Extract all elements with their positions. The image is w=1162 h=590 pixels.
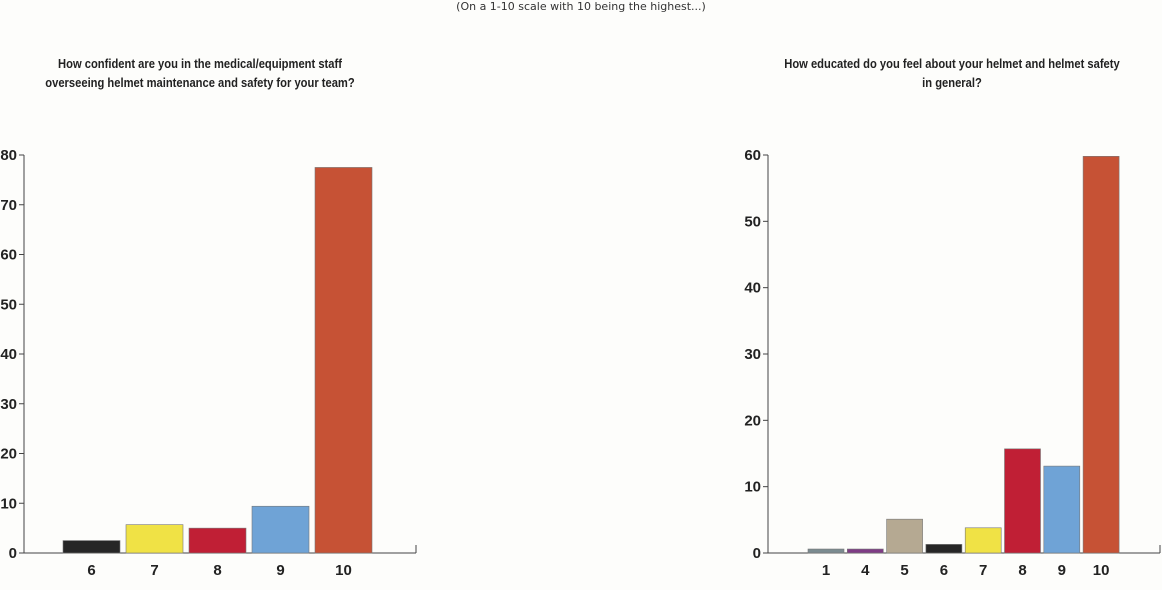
right-x-tick-label: 6 <box>940 562 948 579</box>
right-y-tick-label: 50 <box>744 213 761 230</box>
left-y-tick-label: 0 <box>9 545 17 562</box>
left-x-tick-label: 7 <box>150 562 158 579</box>
left-chart-title: How confident are you in the medical/equ… <box>45 56 355 90</box>
right-x-tick-label: 1 <box>822 562 830 579</box>
left-bar <box>62 540 121 554</box>
right-x-tick-label: 7 <box>979 562 987 579</box>
right-y-tick-label: 0 <box>753 545 761 562</box>
right-bar <box>964 527 1002 554</box>
right-bar <box>1004 448 1041 554</box>
chart-subtitle: (On a 1-10 scale with 10 being the highe… <box>456 0 706 13</box>
right-x-tick-label: 9 <box>1058 562 1066 579</box>
right-x-tick-label: 10 <box>1093 562 1110 579</box>
left-y-tick-label: 60 <box>0 247 17 264</box>
left-bar <box>188 527 247 554</box>
left-bar-chart: 0 10 20 30 40 50 60 70 80 6 7 8 9 10 <box>0 147 417 579</box>
right-bar <box>925 544 963 554</box>
right-y-tick-label: 20 <box>744 412 761 429</box>
right-x-tick-label: 5 <box>900 562 908 579</box>
right-x-tick-label: 8 <box>1018 562 1026 579</box>
right-y-tick-label: 60 <box>744 147 761 164</box>
right-y-tick-label: 40 <box>744 280 761 297</box>
left-y-tick-label: 50 <box>0 296 17 313</box>
right-bar <box>846 548 884 554</box>
left-x-tick-label: 9 <box>276 562 284 579</box>
right-bar <box>1043 465 1081 554</box>
right-bar-chart: 0 10 20 30 40 50 60 1 4 5 6 7 8 9 10 <box>744 147 1161 579</box>
left-bar <box>125 524 184 554</box>
left-x-tick-label: 8 <box>213 562 221 579</box>
left-y-tick-label: 70 <box>0 197 17 214</box>
left-bar <box>314 167 373 554</box>
left-y-tick-label: 40 <box>0 346 17 363</box>
left-y-tick-label: 10 <box>0 495 17 512</box>
left-x-tick-label: 10 <box>335 562 352 579</box>
left-y-tick-label: 20 <box>0 446 17 463</box>
right-y-tick-label: 30 <box>744 346 761 363</box>
left-x-tick-label: 6 <box>87 562 95 579</box>
left-y-tick-label: 80 <box>0 147 17 164</box>
right-bar <box>1082 156 1120 554</box>
left-y-tick-label: 30 <box>0 396 17 413</box>
right-x-tick-label: 4 <box>861 562 870 579</box>
left-bar <box>251 505 310 554</box>
right-chart-title: How educated do you feel about your helm… <box>784 56 1120 90</box>
right-y-tick-label: 10 <box>744 479 761 496</box>
right-bar <box>886 518 923 554</box>
right-bar <box>807 548 845 554</box>
